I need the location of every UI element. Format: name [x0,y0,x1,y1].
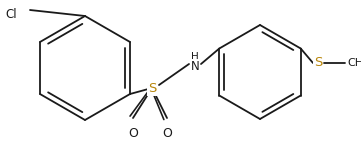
Text: O: O [128,127,138,140]
Text: H: H [191,52,199,62]
Text: Cl: Cl [5,8,17,21]
Text: O: O [162,127,172,140]
Text: S: S [314,57,322,69]
Text: S: S [148,81,156,95]
Text: N: N [191,59,199,73]
Text: CH₃: CH₃ [347,58,361,68]
